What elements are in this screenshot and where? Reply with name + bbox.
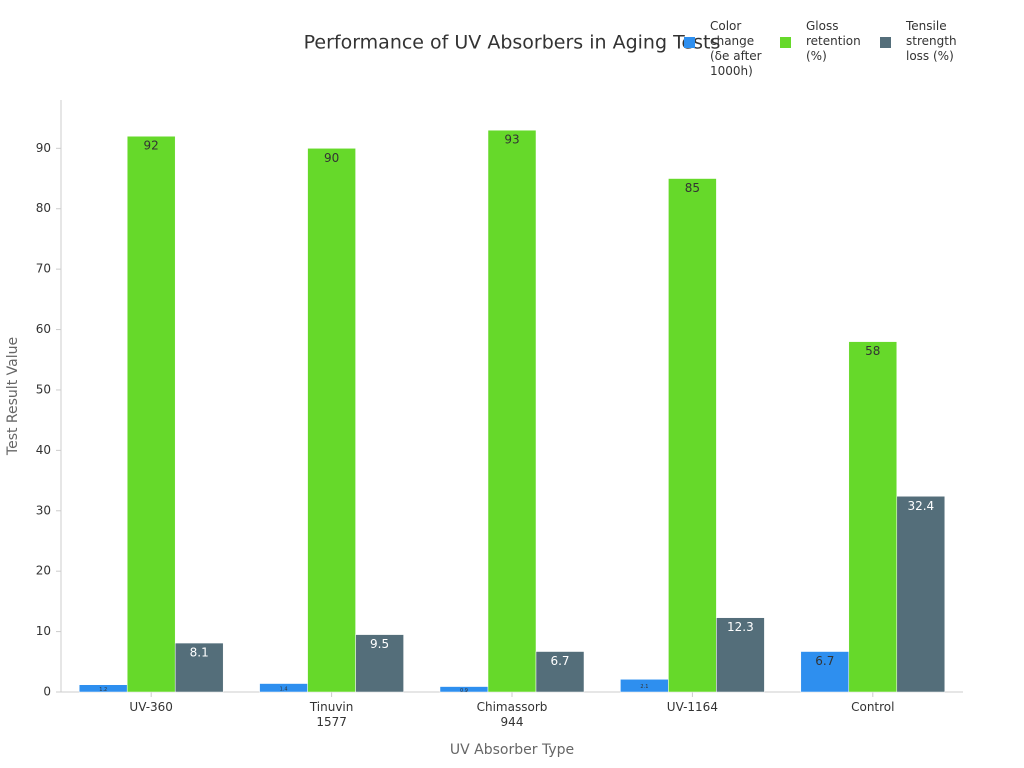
y-tick-label: 20 — [36, 564, 51, 578]
y-tick-label: 0 — [43, 685, 51, 699]
x-tick-label: UV-1164 — [666, 700, 718, 714]
bar — [848, 341, 898, 693]
data-label: 90 — [324, 151, 339, 165]
data-label: 6.7 — [815, 654, 834, 668]
x-tick-label: Tinuvin 1577 — [309, 700, 354, 729]
data-label: 92 — [144, 139, 159, 153]
data-label: 85 — [685, 181, 700, 195]
y-tick-label: 50 — [36, 382, 51, 396]
data-label: 1.2 — [99, 687, 107, 693]
data-label: 12.3 — [727, 620, 754, 634]
y-tick-label: 10 — [36, 624, 51, 638]
data-label: 58 — [865, 344, 880, 358]
data-label: 6.7 — [550, 654, 569, 668]
y-tick-label: 90 — [36, 141, 51, 155]
bar — [800, 651, 850, 693]
data-label: 1.4 — [280, 686, 288, 692]
data-label: 32.4 — [907, 499, 934, 513]
bar — [355, 634, 404, 693]
data-label: 8.1 — [190, 646, 209, 660]
legend-label: Tensile strength loss (%) — [906, 19, 957, 63]
y-tick-label: 70 — [36, 262, 51, 276]
legend-swatch — [684, 37, 695, 48]
bar — [487, 129, 537, 693]
y-tick-label: 40 — [36, 443, 51, 457]
y-tick-label: 30 — [36, 503, 51, 517]
bar — [716, 617, 765, 693]
legend-label: Gloss retention (%) — [806, 19, 861, 63]
x-tick-label: Control — [851, 700, 895, 714]
bar — [307, 148, 356, 693]
bar — [668, 178, 717, 693]
y-tick-label: 60 — [36, 322, 51, 336]
y-axis-label: Test Result Value — [5, 337, 21, 456]
x-tick-label: Chimassorb 944 — [476, 700, 548, 729]
bar — [174, 642, 224, 693]
data-label: 9.5 — [370, 637, 389, 651]
bar — [535, 651, 585, 693]
data-label: 93 — [504, 133, 519, 147]
x-tick-label: UV-360 — [129, 700, 173, 714]
x-axis-label: UV Absorber Type — [450, 742, 574, 758]
chart-title: Performance of UV Absorbers in Aging Tes… — [304, 32, 721, 54]
data-label: 2.1 — [640, 684, 648, 690]
bar — [896, 496, 946, 693]
legend-label: Color change (δe after 1000h) — [710, 19, 762, 78]
legend-swatch — [880, 37, 891, 48]
y-tick-label: 80 — [36, 201, 51, 215]
bar — [126, 135, 176, 693]
legend-swatch — [780, 37, 791, 48]
data-label: 0.9 — [460, 688, 468, 694]
